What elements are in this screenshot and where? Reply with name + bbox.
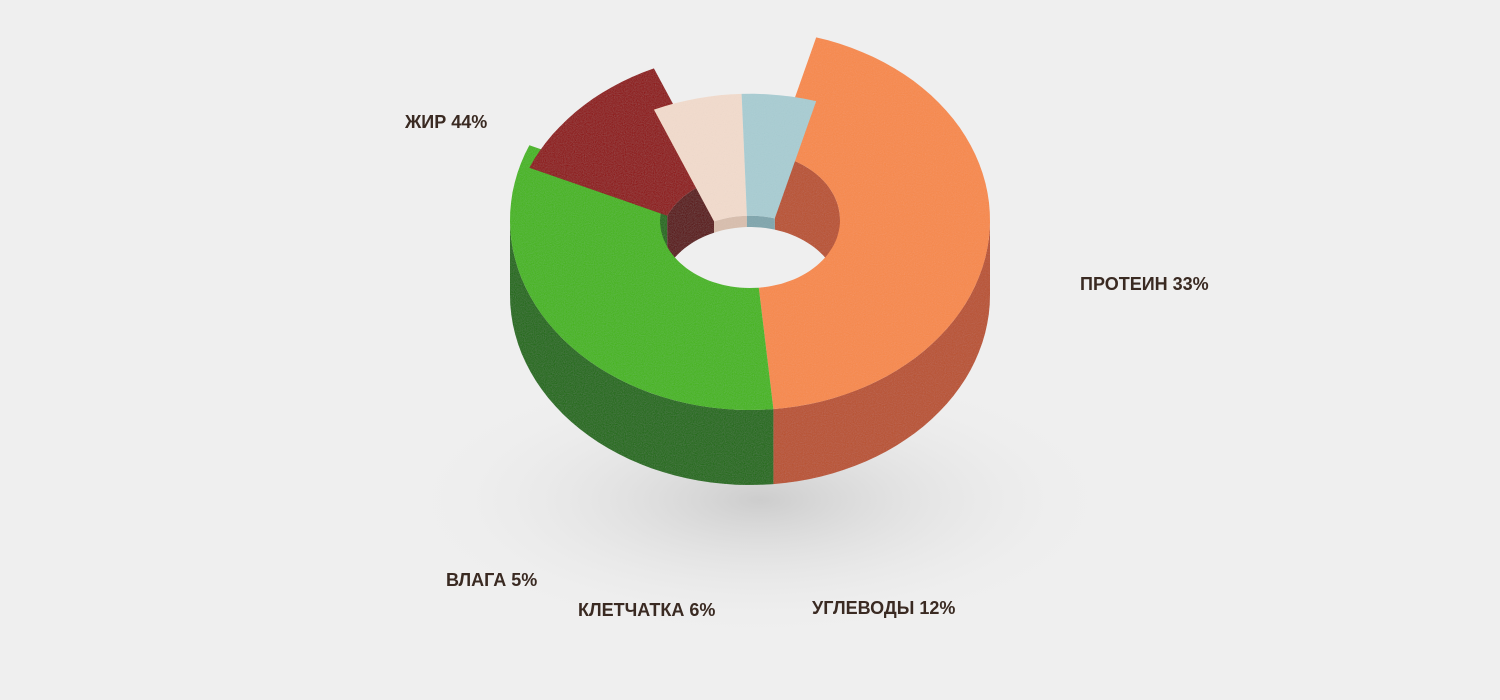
slice-label: УГЛЕВОДЫ 12% — [812, 598, 955, 618]
slice-клетчатка — [653, 93, 747, 222]
slice-labels: ЖИР 44% ПРОТЕИН 33% УГЛЕВОДЫ 12% КЛЕТЧАТКА … — [404, 112, 1209, 620]
slice-протеин — [510, 145, 774, 410]
ground-shadow — [400, 360, 1120, 640]
slice-влага — [741, 93, 817, 219]
slice-outer-wall — [510, 220, 774, 485]
slice-label: ЖИР 44% — [404, 112, 487, 132]
slice-label: КЛЕТЧАТКА 6% — [578, 600, 715, 620]
slice-inner-wall — [746, 215, 775, 230]
slice-углеводы — [529, 68, 714, 216]
slice-label: ВЛАГА 5% — [446, 570, 537, 590]
slice-label: ПРОТЕИН 33% — [1080, 274, 1209, 294]
slice-inner-wall — [667, 180, 714, 269]
slice-inner-wall — [774, 154, 840, 295]
slice-inner-wall — [714, 215, 747, 233]
slice-жир — [758, 37, 990, 410]
pie-slices — [510, 37, 990, 485]
slice-outer-wall — [773, 220, 990, 485]
